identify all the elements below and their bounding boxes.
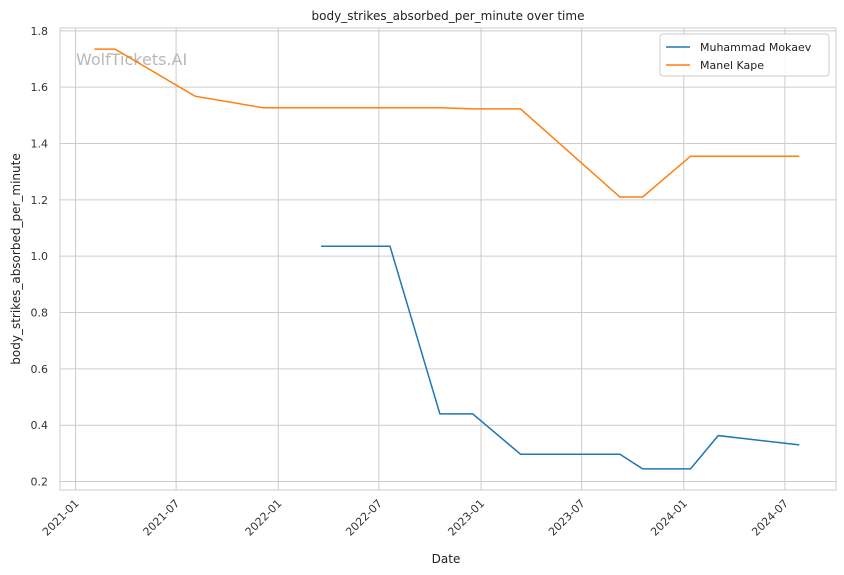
series-line-muhammad-mokaev <box>321 245 800 470</box>
legend-box <box>659 33 830 77</box>
y-tick-label: 1.8 <box>31 25 49 38</box>
x-tick-label: 2023-07 <box>546 497 588 539</box>
grid <box>60 28 836 490</box>
x-tick-label: 2022-01 <box>243 497 285 539</box>
legend-label: Manel Kape <box>700 59 764 72</box>
x-tick-label: 2024-07 <box>749 497 791 539</box>
plot-frame <box>59 27 837 491</box>
y-tick-labels: 0.2 0.4 0.6 0.8 1.0 1.2 1.4 1.6 1.8 <box>31 25 49 489</box>
y-tick-label: 1.0 <box>31 250 49 263</box>
x-tick-label: 2021-01 <box>40 497 82 539</box>
chart-title: body_strikes_absorbed_per_minute over ti… <box>312 9 585 23</box>
x-tick-label: 2022-07 <box>343 497 385 539</box>
series-line-manel-kape <box>94 48 800 198</box>
x-axis-label: Date <box>432 552 461 566</box>
legend: Muhammad Mokaev Manel Kape <box>659 33 830 77</box>
y-tick-label: 1.4 <box>31 138 49 151</box>
x-tick-label: 2021-07 <box>141 497 183 539</box>
legend-label: Muhammad Mokaev <box>700 41 812 54</box>
x-tick-labels: 2021-01 2021-07 2022-01 2022-07 2023-01 2023-… <box>40 497 791 539</box>
y-tick-label: 1.6 <box>31 81 49 94</box>
x-tick-label: 2023-01 <box>445 497 487 539</box>
y-tick-label: 0.2 <box>31 476 49 489</box>
y-tick-label: 0.6 <box>31 363 49 376</box>
y-tick-label: 0.4 <box>31 419 49 432</box>
y-tick-label: 0.8 <box>31 307 49 320</box>
y-tick-label: 1.2 <box>31 194 49 207</box>
y-axis-label: body_strikes_absorbed_per_minute <box>9 153 23 364</box>
x-tick-label: 2024-01 <box>648 497 690 539</box>
series-lines <box>94 48 800 470</box>
